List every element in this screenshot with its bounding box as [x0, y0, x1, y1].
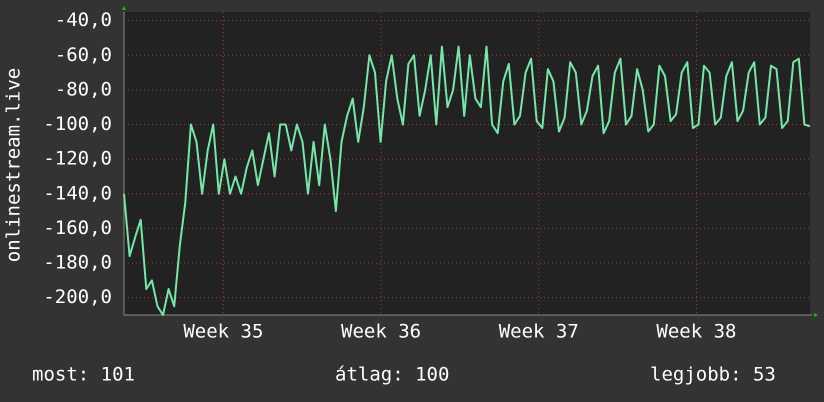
y-tick-label: -180,0 [43, 252, 112, 274]
x-tick-label: Week 36 [341, 321, 421, 343]
axis-arrow [122, 6, 126, 10]
x-tick-label: Week 35 [183, 321, 263, 343]
y-axis-label: onlinestream.live [3, 68, 25, 262]
axis-arrow [814, 313, 818, 317]
y-tick-label: -80,0 [55, 78, 112, 100]
y-tick-label: -200,0 [43, 286, 112, 308]
footer-current: most: 101 [32, 364, 135, 386]
y-tick-label: -40,0 [55, 9, 112, 31]
y-tick-label: -100,0 [43, 113, 112, 135]
plot-area [124, 12, 810, 315]
footer-average: átlag: 100 [335, 364, 449, 386]
y-tick-label: -160,0 [43, 217, 112, 239]
y-tick-label: -60,0 [55, 44, 112, 66]
x-tick-label: Week 38 [656, 321, 736, 343]
data-line [123, 45, 811, 316]
y-tick-label: -140,0 [43, 182, 112, 204]
x-tick-label: Week 37 [499, 321, 579, 343]
y-tick-label: -120,0 [43, 148, 112, 170]
footer-best: legjobb: 53 [650, 364, 776, 386]
